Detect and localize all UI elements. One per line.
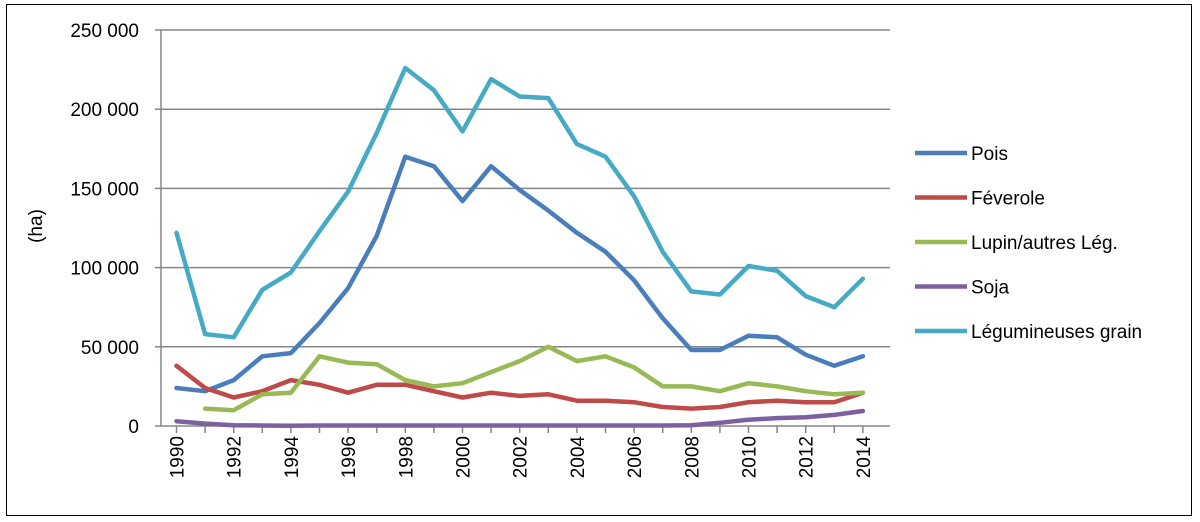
x-tick-label: 2012 — [797, 436, 818, 478]
x-tick-label: 1996 — [339, 436, 360, 478]
series-line-1 — [174, 154, 866, 394]
axes — [155, 29, 890, 433]
gridlines — [161, 29, 890, 348]
y-tick-label: 200 000 — [70, 100, 139, 121]
y-tick-label: 150 000 — [70, 179, 139, 200]
legend-label: Soja — [971, 278, 1009, 299]
legend: Pois Féverole Lupin/autres Lég. Soja Légumin… — [915, 144, 1142, 343]
chart-frame — [6, 4, 1192, 516]
y-tick-label: 0 — [128, 417, 139, 438]
y-tick-labels: 0 50 000 100 000 150 000 200 000 250 000 — [70, 21, 139, 438]
x-tick-label: 1992 — [225, 436, 246, 478]
y-tick-label: 250 000 — [70, 21, 139, 42]
x-tick-label: 2010 — [740, 436, 761, 478]
x-tick-label: 2000 — [454, 436, 475, 478]
legend-label: Féverole — [971, 189, 1045, 210]
x-tick-label: 2014 — [854, 436, 875, 479]
y-tick-label: 100 000 — [70, 259, 139, 280]
series-line-5 — [174, 65, 866, 340]
x-tick-labels: 1990 1992 1994 1996 1998 2000 2002 2004 2006 2008… — [168, 436, 875, 479]
x-tick-label: 2008 — [682, 436, 703, 478]
x-tick-label: 2006 — [625, 436, 646, 478]
y-axis-title: (ha) — [26, 209, 47, 243]
x-tick-label: 1998 — [396, 436, 417, 478]
x-tick-label: 2004 — [568, 436, 589, 479]
series-line-4 — [174, 408, 866, 428]
series-line-3 — [202, 344, 866, 413]
y-tick-label: 50 000 — [81, 338, 139, 359]
x-tick-label: 1994 — [282, 436, 303, 479]
series-lines — [174, 65, 866, 428]
x-tick-label: 2002 — [511, 436, 532, 478]
legend-label: Légumineuses grain — [971, 322, 1142, 343]
legend-label: Pois — [971, 144, 1008, 165]
x-tick-label: 1990 — [168, 436, 189, 478]
series-line-2 — [174, 363, 866, 411]
legend-label: Lupin/autres Lég. — [971, 233, 1118, 254]
